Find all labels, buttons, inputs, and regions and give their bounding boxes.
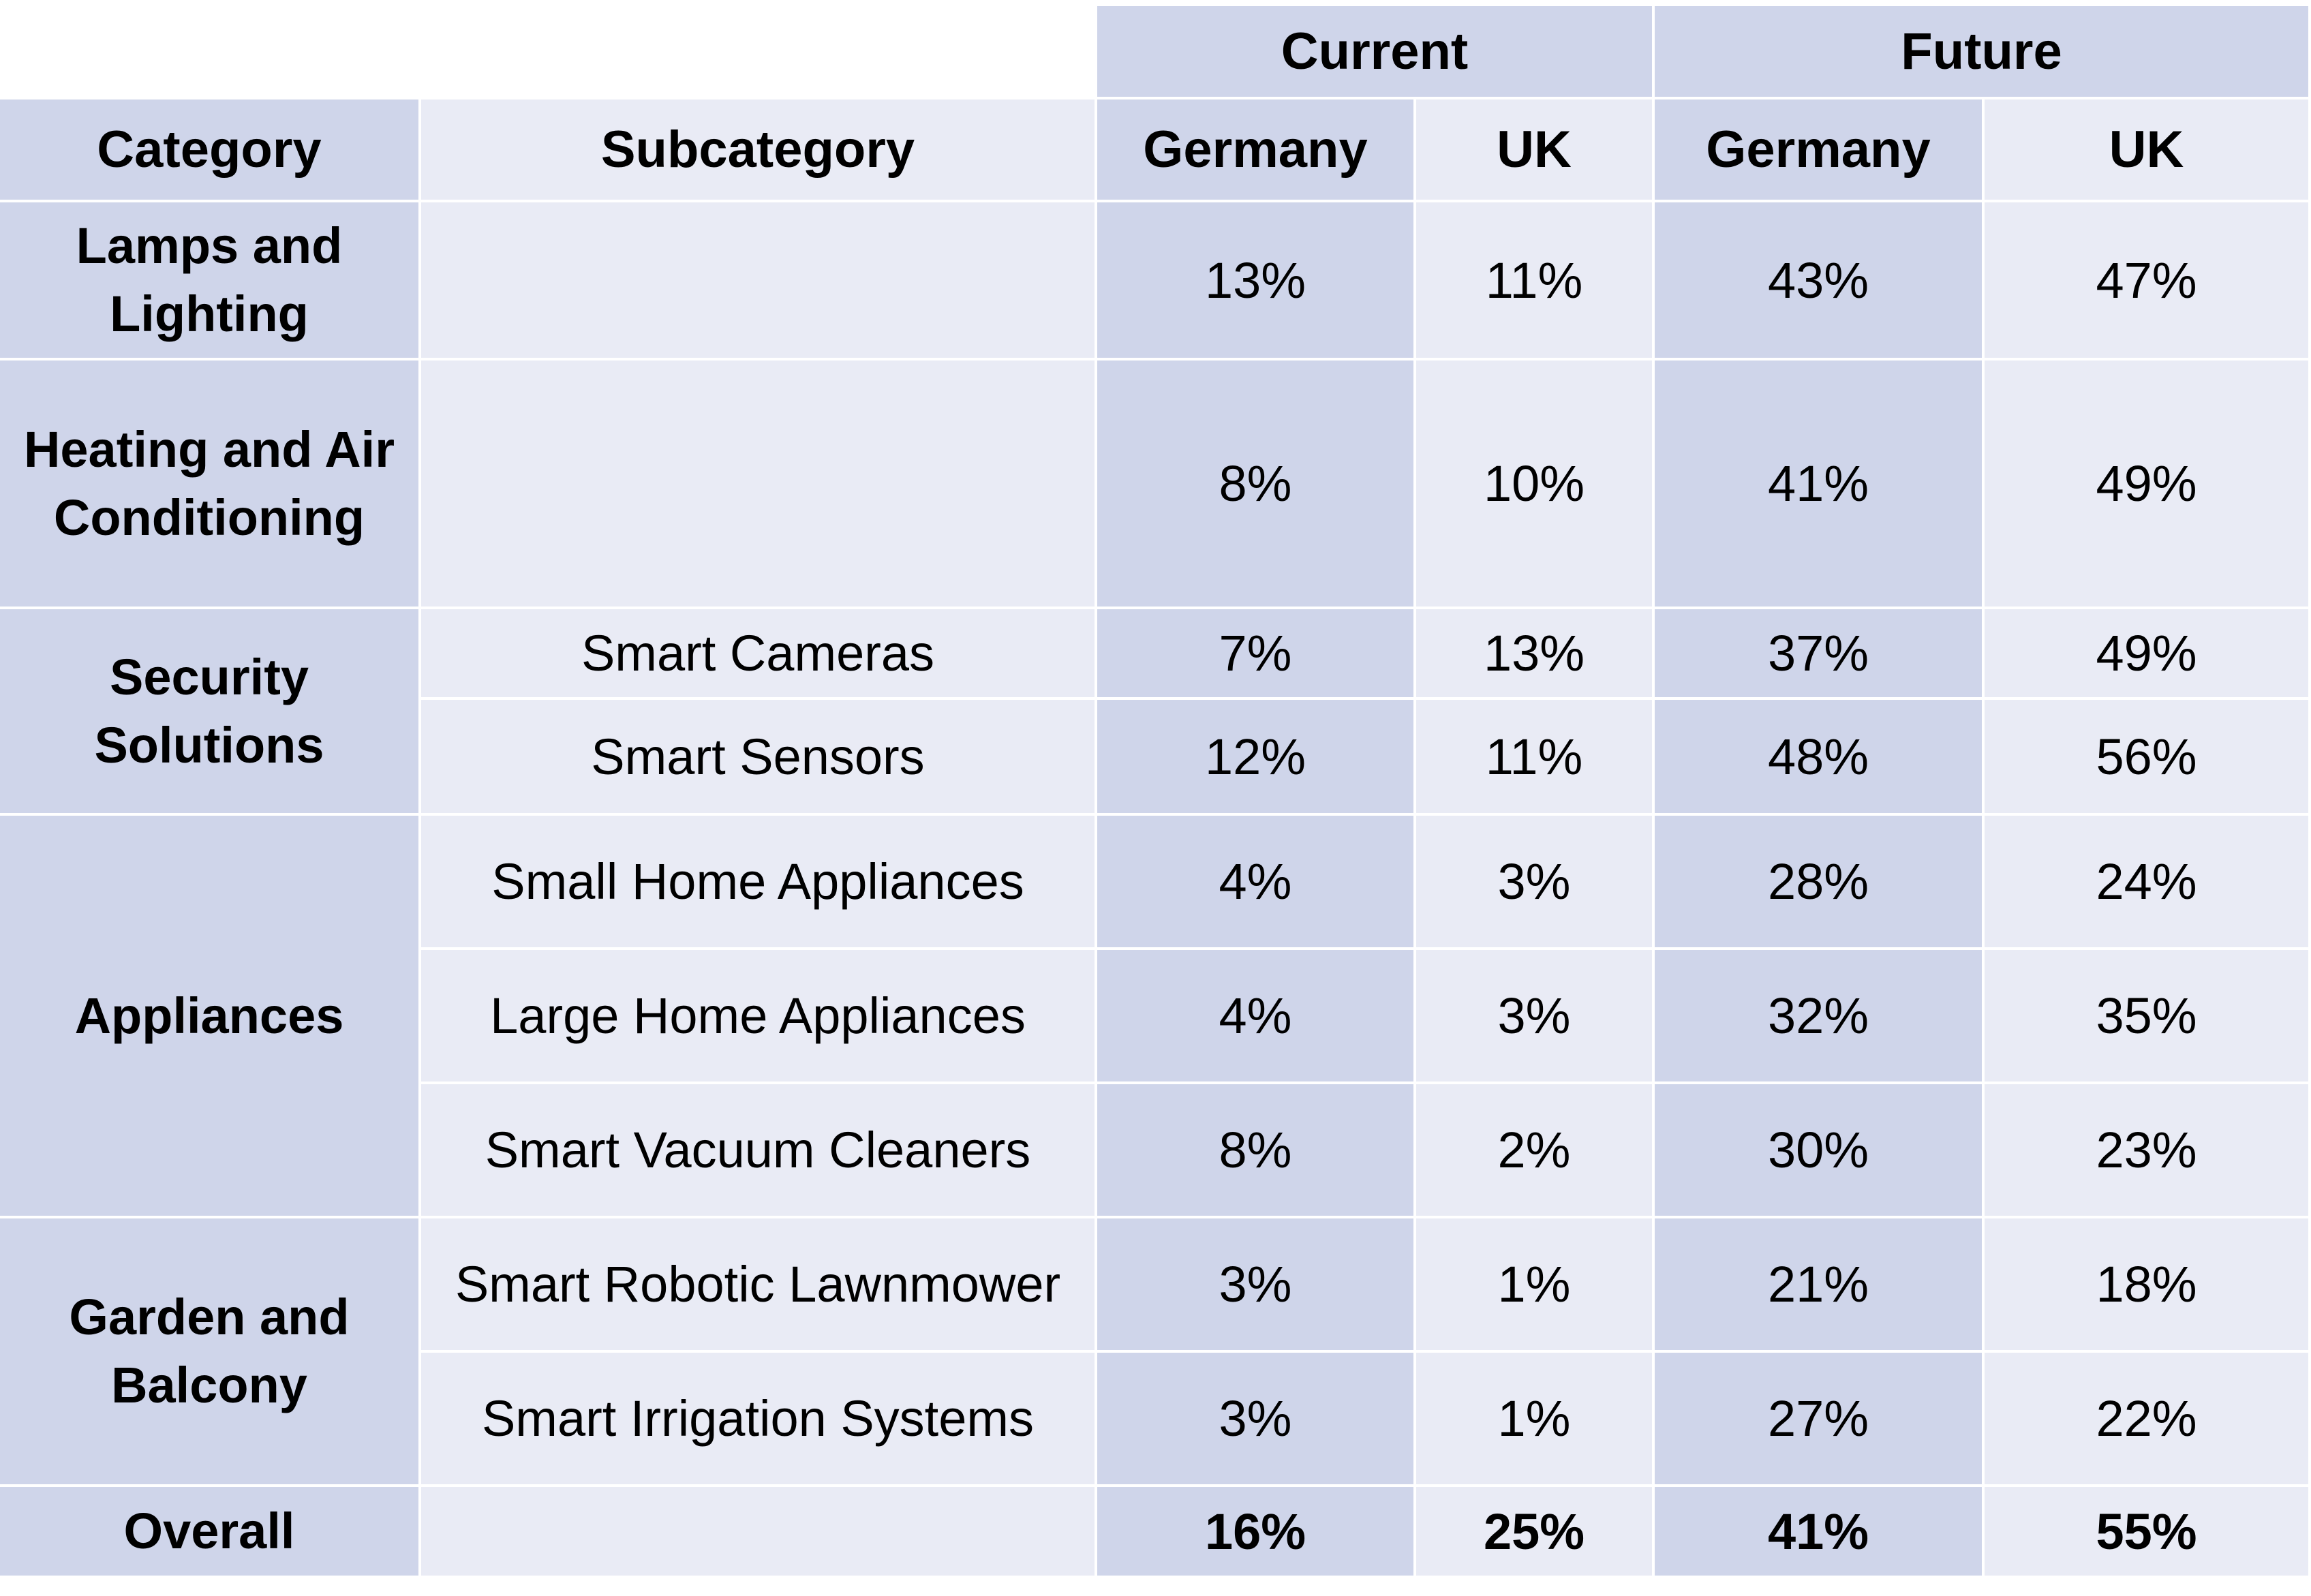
subcategory-cell: Smart Sensors: [421, 700, 1097, 816]
subcategory-cell: Smart Cameras: [421, 609, 1097, 700]
value-future-uk: 24%: [1985, 816, 2311, 950]
table-row: Lamps and Lighting 13% 11% 43% 47%: [0, 202, 2311, 360]
table-row: Garden and Balcony Smart Robotic Lawnmow…: [0, 1218, 2311, 1487]
column-header-current-uk: UK: [1416, 99, 1655, 202]
value-current-uk: 11%: [1416, 202, 1655, 360]
table-row: Appliances Small Home Appliances 4% 3% 2…: [0, 816, 2311, 1218]
subcategory-cell: Small Home Appliances: [421, 816, 1097, 950]
category-cell: Security Solutions: [0, 609, 421, 816]
value-future-uk: 22%: [1985, 1353, 2311, 1487]
group-header-future: Future: [1655, 6, 2311, 99]
value-current-germany: 8%: [1097, 1084, 1416, 1218]
value-current-germany: 12%: [1097, 700, 1416, 816]
table-row: Smart Sensors 12% 11% 48% 56%: [0, 700, 2311, 816]
value-current-uk: 25%: [1416, 1487, 1655, 1578]
column-header-current-germany: Germany: [1097, 99, 1416, 202]
table-row-overall: Overall 16% 25% 41% 55%: [0, 1487, 2311, 1578]
category-cell: Garden and Balcony: [0, 1218, 421, 1487]
value-future-uk: 23%: [1985, 1084, 2311, 1218]
value-future-uk: 35%: [1985, 950, 2311, 1084]
subcategory-cell: Smart Irrigation Systems: [421, 1353, 1097, 1487]
value-future-uk: 47%: [1985, 202, 2311, 360]
value-current-uk: 10%: [1416, 360, 1655, 609]
value-current-germany: 4%: [1097, 816, 1416, 950]
subcategory-cell: [421, 360, 1097, 609]
value-future-germany: 30%: [1655, 1084, 1985, 1218]
header-spacer: [0, 6, 1097, 99]
subcategory-cell: Smart Robotic Lawnmower: [421, 1218, 1097, 1353]
adoption-table: Current Future Category Subcategory Germ…: [0, 6, 2311, 1578]
column-header-future-uk: UK: [1985, 99, 2311, 202]
value-current-germany: 3%: [1097, 1353, 1416, 1487]
value-current-germany: 13%: [1097, 202, 1416, 360]
value-current-uk: 13%: [1416, 609, 1655, 700]
value-current-uk: 1%: [1416, 1353, 1655, 1487]
subcategory-cell: [421, 1487, 1097, 1578]
value-current-germany: 8%: [1097, 360, 1416, 609]
value-future-germany: 43%: [1655, 202, 1985, 360]
value-current-uk: 3%: [1416, 816, 1655, 950]
table-row: Smart Vacuum Cleaners 8% 2% 30% 23%: [0, 1084, 2311, 1218]
value-future-germany: 32%: [1655, 950, 1985, 1084]
column-header-future-germany: Germany: [1655, 99, 1985, 202]
value-current-uk: 3%: [1416, 950, 1655, 1084]
subcategory-cell: Large Home Appliances: [421, 950, 1097, 1084]
column-header-subcategory: Subcategory: [421, 99, 1097, 202]
value-future-germany: 41%: [1655, 360, 1985, 609]
group-header-current: Current: [1097, 6, 1655, 99]
category-cell: Appliances: [0, 816, 421, 1218]
table-row: Large Home Appliances 4% 3% 32% 35%: [0, 950, 2311, 1084]
category-cell: Overall: [0, 1487, 421, 1578]
column-header-category: Category: [0, 99, 421, 202]
value-future-uk: 49%: [1985, 360, 2311, 609]
category-cell: Lamps and Lighting: [0, 202, 421, 360]
table-row: Heating and Air Conditioning 8% 10% 41% …: [0, 360, 2311, 609]
value-future-germany: 28%: [1655, 816, 1985, 950]
value-future-uk: 49%: [1985, 609, 2311, 700]
category-cell: Heating and Air Conditioning: [0, 360, 421, 609]
table-row: Security Solutions Smart Cameras 7% 13% …: [0, 609, 2311, 816]
value-future-uk: 55%: [1985, 1487, 2311, 1578]
table-row: Smart Irrigation Systems 3% 1% 27% 22%: [0, 1353, 2311, 1487]
value-current-uk: 2%: [1416, 1084, 1655, 1218]
value-future-germany: 27%: [1655, 1353, 1985, 1487]
value-current-germany: 16%: [1097, 1487, 1416, 1578]
value-future-uk: 18%: [1985, 1218, 2311, 1353]
value-current-germany: 4%: [1097, 950, 1416, 1084]
value-current-uk: 1%: [1416, 1218, 1655, 1353]
value-future-germany: 21%: [1655, 1218, 1985, 1353]
value-future-germany: 41%: [1655, 1487, 1985, 1578]
subcategory-cell: Smart Vacuum Cleaners: [421, 1084, 1097, 1218]
value-current-germany: 3%: [1097, 1218, 1416, 1353]
subcategory-cell: [421, 202, 1097, 360]
value-future-germany: 37%: [1655, 609, 1985, 700]
value-future-uk: 56%: [1985, 700, 2311, 816]
value-current-germany: 7%: [1097, 609, 1416, 700]
value-future-germany: 48%: [1655, 700, 1985, 816]
value-current-uk: 11%: [1416, 700, 1655, 816]
